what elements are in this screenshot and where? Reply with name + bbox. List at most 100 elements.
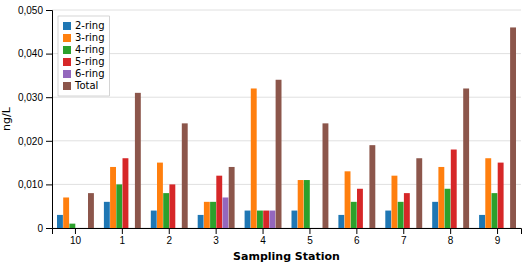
bar xyxy=(304,180,310,228)
bar xyxy=(82,228,88,229)
x-tick-mark xyxy=(450,228,451,234)
legend-item: Total xyxy=(63,80,98,91)
bar xyxy=(104,202,110,228)
x-axis: 10123456789 xyxy=(53,228,522,246)
bar xyxy=(510,27,516,228)
bar-series xyxy=(88,27,516,228)
bar xyxy=(492,193,498,228)
bar xyxy=(445,189,451,228)
bar xyxy=(151,211,157,228)
x-tick-mark xyxy=(216,228,217,234)
y-tick-label: 0,010 xyxy=(18,179,43,190)
x-tick: 4 xyxy=(260,228,266,246)
chart-container: 00,0100,0200,0300,0400,05010123456789Sam… xyxy=(0,0,531,266)
x-axis-line xyxy=(53,229,522,235)
x-tick: 9 xyxy=(495,228,501,246)
y-tick-mark xyxy=(46,54,52,55)
grid-line xyxy=(52,97,521,98)
legend-frame xyxy=(58,16,110,96)
bar xyxy=(404,193,410,228)
x-tick: 5 xyxy=(307,228,313,246)
bar xyxy=(123,158,129,228)
x-axis-title: Sampling Station xyxy=(233,250,340,263)
bar xyxy=(182,123,188,228)
bar-series xyxy=(69,180,497,228)
plot: 00,0100,0200,0300,0400,05010123456789Sam… xyxy=(0,5,522,263)
bar xyxy=(369,145,375,228)
x-tick-label: 10 xyxy=(70,235,82,246)
bar xyxy=(176,228,182,229)
x-tick: 8 xyxy=(448,228,454,246)
legend-swatch xyxy=(63,82,71,90)
bar xyxy=(363,228,369,229)
bar xyxy=(157,163,163,228)
bar xyxy=(223,197,229,228)
bar xyxy=(69,224,75,228)
x-tick-label: 6 xyxy=(354,235,360,246)
x-tick-label: 7 xyxy=(401,235,407,246)
bar xyxy=(457,228,463,229)
y-tick-mark xyxy=(46,228,52,229)
y-tick-label: 0,030 xyxy=(18,92,43,103)
bar xyxy=(485,158,491,228)
y-tick: 0,010 xyxy=(18,179,52,190)
legend-swatch xyxy=(63,58,71,66)
bar xyxy=(416,158,422,228)
x-tick-mark xyxy=(497,228,498,234)
x-tick-mark xyxy=(309,228,310,234)
legend-label: 5-ring xyxy=(75,56,105,67)
grid-line xyxy=(52,53,521,54)
x-tick-mark xyxy=(403,228,404,234)
legend-item: 5-ring xyxy=(63,56,105,67)
bar xyxy=(110,167,116,228)
x-tick-label: 5 xyxy=(307,235,313,246)
grid-line xyxy=(52,184,521,185)
bar xyxy=(504,228,510,229)
legend-item: 2-ring xyxy=(63,20,105,31)
bar xyxy=(310,228,316,229)
x-tick-mark xyxy=(75,228,76,234)
grid-line xyxy=(52,140,521,141)
bar xyxy=(198,215,204,228)
legend-swatch xyxy=(63,46,71,54)
bar xyxy=(263,211,269,228)
bar xyxy=(292,211,298,228)
bar xyxy=(351,202,357,228)
y-tick-mark xyxy=(46,184,52,185)
y-tick: 0,040 xyxy=(18,48,52,59)
y-axis-line xyxy=(46,11,53,229)
x-tick-label: 9 xyxy=(495,235,501,246)
x-tick-mark xyxy=(263,228,264,234)
y-tick-mark xyxy=(46,141,52,142)
bar xyxy=(451,150,457,228)
y-tick-label: 0 xyxy=(37,223,43,234)
x-tick: 1 xyxy=(120,228,126,246)
legend-swatch xyxy=(63,34,71,42)
legend-label: Total xyxy=(74,80,98,91)
y-tick-label: 0,020 xyxy=(18,136,43,147)
bar xyxy=(210,202,216,228)
y-tick: 0 xyxy=(37,223,52,234)
bar xyxy=(88,193,94,228)
bar-series xyxy=(123,150,504,228)
x-tick-label: 4 xyxy=(260,235,266,246)
x-tick-label: 2 xyxy=(166,235,172,246)
legend-item: 6-ring xyxy=(63,68,105,79)
legend-swatch xyxy=(63,22,71,30)
bar xyxy=(479,215,485,228)
y-tick-label: 0,050 xyxy=(18,5,43,16)
y-axis-title: ng/L xyxy=(0,106,13,131)
legend-label: 3-ring xyxy=(75,32,105,43)
bar xyxy=(257,211,263,228)
bar xyxy=(135,93,141,228)
y-tick: 0,030 xyxy=(18,92,52,103)
y-tick-mark xyxy=(46,10,52,11)
bar xyxy=(57,215,63,228)
bar xyxy=(116,184,122,228)
grid xyxy=(52,10,521,228)
bar xyxy=(216,176,222,228)
bar xyxy=(245,211,251,228)
y-tick: 0,020 xyxy=(18,136,52,147)
x-tick-mark xyxy=(122,228,123,234)
chart-svg: 00,0100,0200,0300,0400,05010123456789Sam… xyxy=(0,0,531,266)
